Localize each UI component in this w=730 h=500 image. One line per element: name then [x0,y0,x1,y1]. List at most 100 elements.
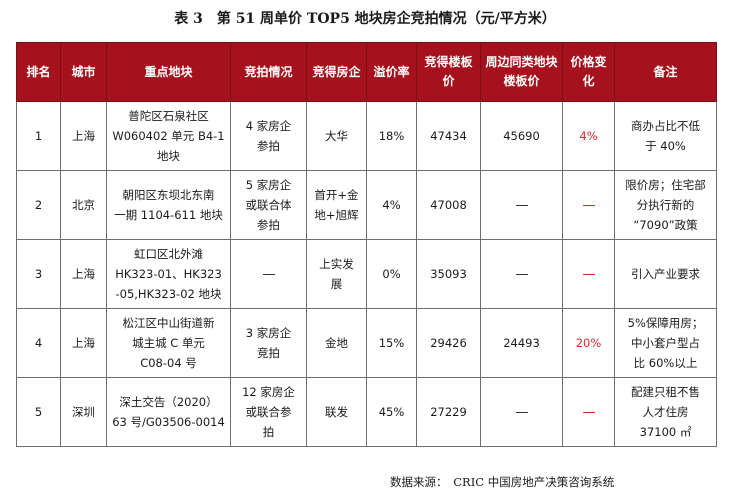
winner-line: 展 [330,277,343,291]
plot-cell: 松江区中山街道新 城主城 C 单元 C08-04 号 [106,308,231,378]
price-value: 27229 [430,404,467,419]
nearby-value [515,267,528,281]
winner-cell: 金地 [306,308,367,378]
auction-line: 12 家房企 [242,384,295,399]
table-row: 3 上海 虹口区北外滩 HK323-01、HK323 -05,HK323-02 地块 上实… [16,239,717,309]
dash-mark [262,273,275,275]
price-cell: 29426 [416,308,481,378]
rank-cell: 2 [16,170,61,240]
header-nearby: 周边同类地块楼板价 [480,42,563,102]
winner-line: 大华 [325,128,348,143]
nearby-cell: 45690 [480,101,563,171]
price-cell: 47008 [416,170,481,240]
premium-value: 4% [382,197,401,212]
plot-cell: 深土交告（2020） 63 号/G03506-0014 [106,377,231,447]
change-value [582,198,595,212]
dash-mark [582,411,595,413]
premium-value: 0% [382,266,401,281]
price-cell: 47434 [416,101,481,171]
price-cell: 35093 [416,239,481,309]
rank-cell: 1 [16,101,61,171]
plot-line: W060402 单元 B4-1 [112,128,225,143]
winner-line: 上实发 [319,256,354,271]
dash-mark [515,411,528,413]
change-cell [562,170,615,240]
dash-mark [582,273,595,275]
auction-cell: 3 家房企 竞拍 [230,308,307,378]
header-nearby-line: 周边同类地 [485,55,546,70]
plot-line: C08-04 号 [140,356,197,371]
header-nearby-line: 块楼板价 [503,55,558,88]
price-value: 29426 [430,335,467,350]
change-cell: 4% [562,101,615,171]
city-value: 深圳 [72,404,95,419]
rank-value: 1 [34,128,43,143]
note-cell: 配建只租不售 人才住房 37100 ㎡ [614,377,717,447]
auction-line: 3 家房企 [245,325,292,340]
dash-mark [582,204,595,206]
city-value: 上海 [72,266,95,281]
auction-line: 或联合参 [245,404,292,419]
header-price-line: 竞得楼 [424,55,461,70]
table-body: 1 上海 普陀区石泉社区 W060402 单元 B4-1 地块 4 家房企 参拍 大华 18% 4… [16,101,717,447]
auction-cell: 4 家房企 参拍 [230,101,307,171]
price-value: 47434 [430,128,467,143]
winner-line: 首开+金 [314,187,359,202]
header-premium-line: 溢价 [373,64,398,79]
auction-cell [230,239,307,309]
dash-mark [515,273,528,275]
auction-cell: 5 家房企 或联合体 参拍 [230,170,307,240]
header-city: 城市 [60,42,107,102]
city-cell: 上海 [60,101,107,171]
note-cell: 限价房；住宅部 分执行新的 “7090”政策 [614,170,717,240]
plot-cell: 朝阳区东坝北东南 一期 1104-611 地块 [106,170,231,240]
change-cell: 20% [562,308,615,378]
change-cell [562,239,615,309]
dash-mark [515,204,528,206]
nearby-cell: 24493 [480,308,563,378]
table-row: 4 上海 松江区中山街道新 城主城 C 单元 C08-04 号 3 家房企 竞拍 金地 15% 2… [16,308,717,378]
note-line: 人才住房 [642,404,689,419]
plot-line: 一期 1104-611 地块 [114,208,223,222]
auction-line [234,264,303,284]
plot-line: HK323-01、HK323 [115,266,222,281]
plot-cell: 普陀区石泉社区 W060402 单元 B4-1 地块 [106,101,231,171]
table-row: 5 深圳 深土交告（2020） 63 号/G03506-0014 12 家房企 或联合参拍… [16,377,717,447]
note-cell: 商办占比不低于 40% [614,101,717,171]
nearby-value: 45690 [503,128,540,143]
rank-cell: 4 [16,308,61,378]
change-value: 20% [575,335,602,350]
table-title: 表 3 第 51 周单价 TOP5 地块房企竞拍情况（元/平方米） [174,11,556,27]
header-note: 备注 [614,42,717,102]
header-rank-line: 排名 [26,64,51,79]
price-value: 47008 [430,197,467,212]
plot-line: 地块 [157,149,180,164]
plot-line: 松江区中山街道新 [122,315,215,330]
winner-cell: 联发 [306,377,367,447]
city-value: 上海 [72,128,95,143]
rank-cell: 5 [16,377,61,447]
note-line: 商办占比不低 [631,118,700,133]
city-value: 北京 [72,197,95,212]
note-cell: 5%保障用房； 中小套户型占比 60%以上 [614,308,717,378]
rank-cell: 3 [16,239,61,309]
plot-line: -05,HK323-02 地块 [115,287,222,302]
header-winner: 竞得房企 [306,42,367,102]
plot-line: 朝阳区东坝北东南 [122,187,215,202]
auction-cell: 12 家房企 或联合参拍 [230,377,307,447]
nearby-value [515,405,528,419]
header-premium: 溢价率 [366,42,417,102]
note-line: 比 60%以上 [633,356,698,371]
rank-value: 3 [34,266,43,281]
header-change-line: 变化 [582,55,607,88]
nearby-cell [480,170,563,240]
header-row: 排名 城市 重点地块 竞拍情况 竞得房企 溢价率 竞得楼板价 周边同类地块楼板价… [16,42,717,102]
table-row: 2 北京 朝阳区东坝北东南 一期 1104-611 地块 5 家房企 或联合体 参拍 首开+金… [16,170,717,240]
header-price-line: 板价 [442,55,473,88]
header-auction-line: 竞拍情况 [244,64,293,79]
plot-cell: 虹口区北外滩 HK323-01、HK323 -05,HK323-02 地块 [106,239,231,309]
winner-line: 联发 [325,404,348,419]
rank-value: 4 [34,335,43,350]
premium-value: 18% [378,128,405,143]
auction-line: 参拍 [257,218,280,233]
